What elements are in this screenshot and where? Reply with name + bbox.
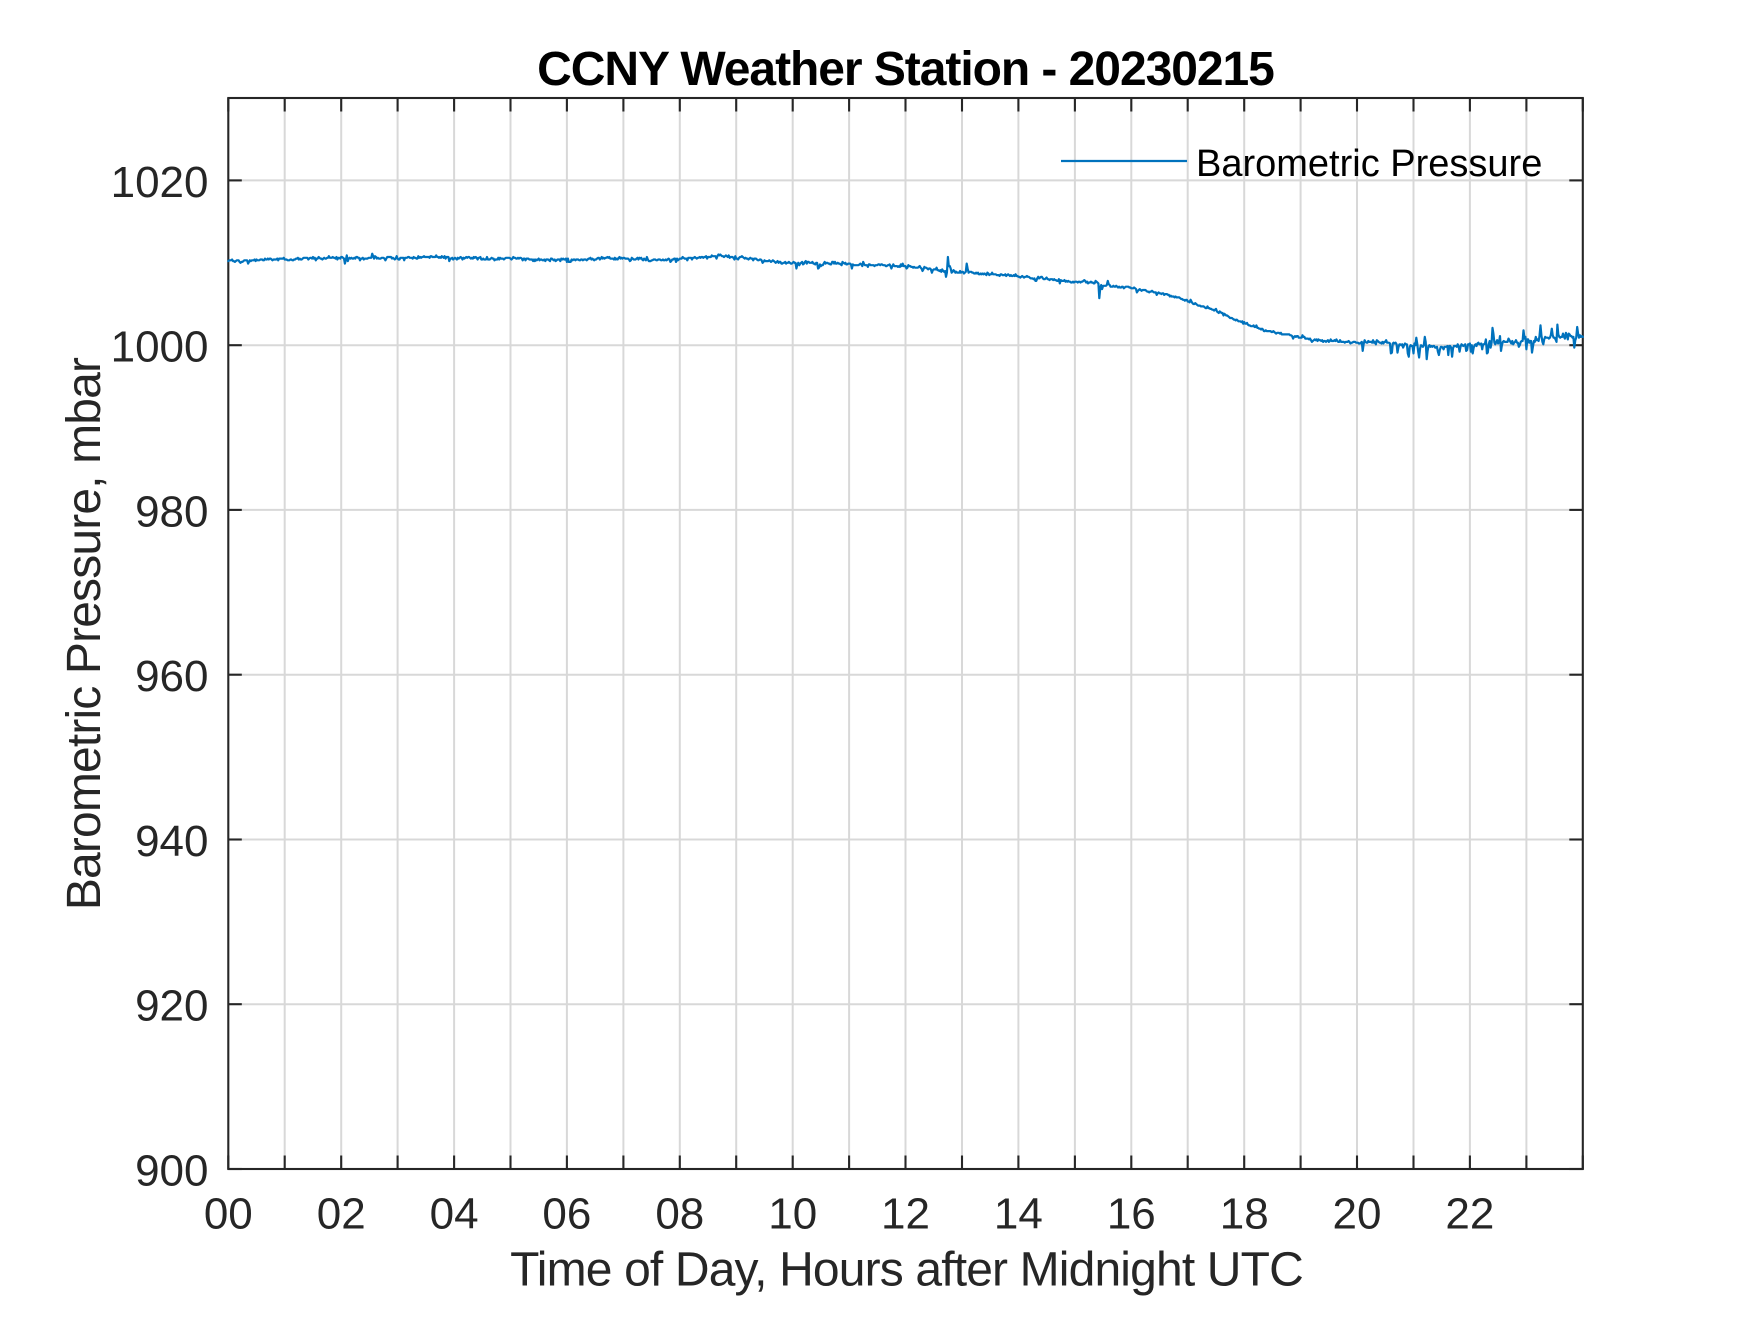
svg-text:22: 22 [1445,1190,1494,1239]
svg-text:16: 16 [1107,1190,1156,1239]
svg-text:18: 18 [1220,1190,1269,1239]
svg-text:02: 02 [317,1190,366,1239]
svg-text:12: 12 [881,1190,930,1239]
svg-text:10: 10 [768,1190,817,1239]
svg-text:06: 06 [542,1190,591,1239]
svg-text:920: 920 [135,982,208,1031]
svg-text:04: 04 [430,1190,479,1239]
svg-text:00: 00 [204,1190,253,1239]
svg-text:940: 940 [135,817,208,866]
svg-text:Barometric Pressure: Barometric Pressure [1196,143,1542,185]
svg-text:Time of Day, Hours after Midni: Time of Day, Hours after Midnight UTC [510,1244,1303,1297]
svg-text:Barometric Pressure, mbar: Barometric Pressure, mbar [58,357,111,910]
svg-text:CCNY Weather Station - 2023021: CCNY Weather Station - 20230215 [537,43,1274,96]
svg-text:1000: 1000 [111,323,209,372]
svg-text:1020: 1020 [111,158,209,207]
svg-text:960: 960 [135,652,208,701]
svg-text:980: 980 [135,487,208,536]
svg-text:20: 20 [1333,1190,1382,1239]
svg-text:08: 08 [655,1190,704,1239]
svg-text:900: 900 [135,1146,208,1195]
svg-text:14: 14 [994,1190,1043,1239]
